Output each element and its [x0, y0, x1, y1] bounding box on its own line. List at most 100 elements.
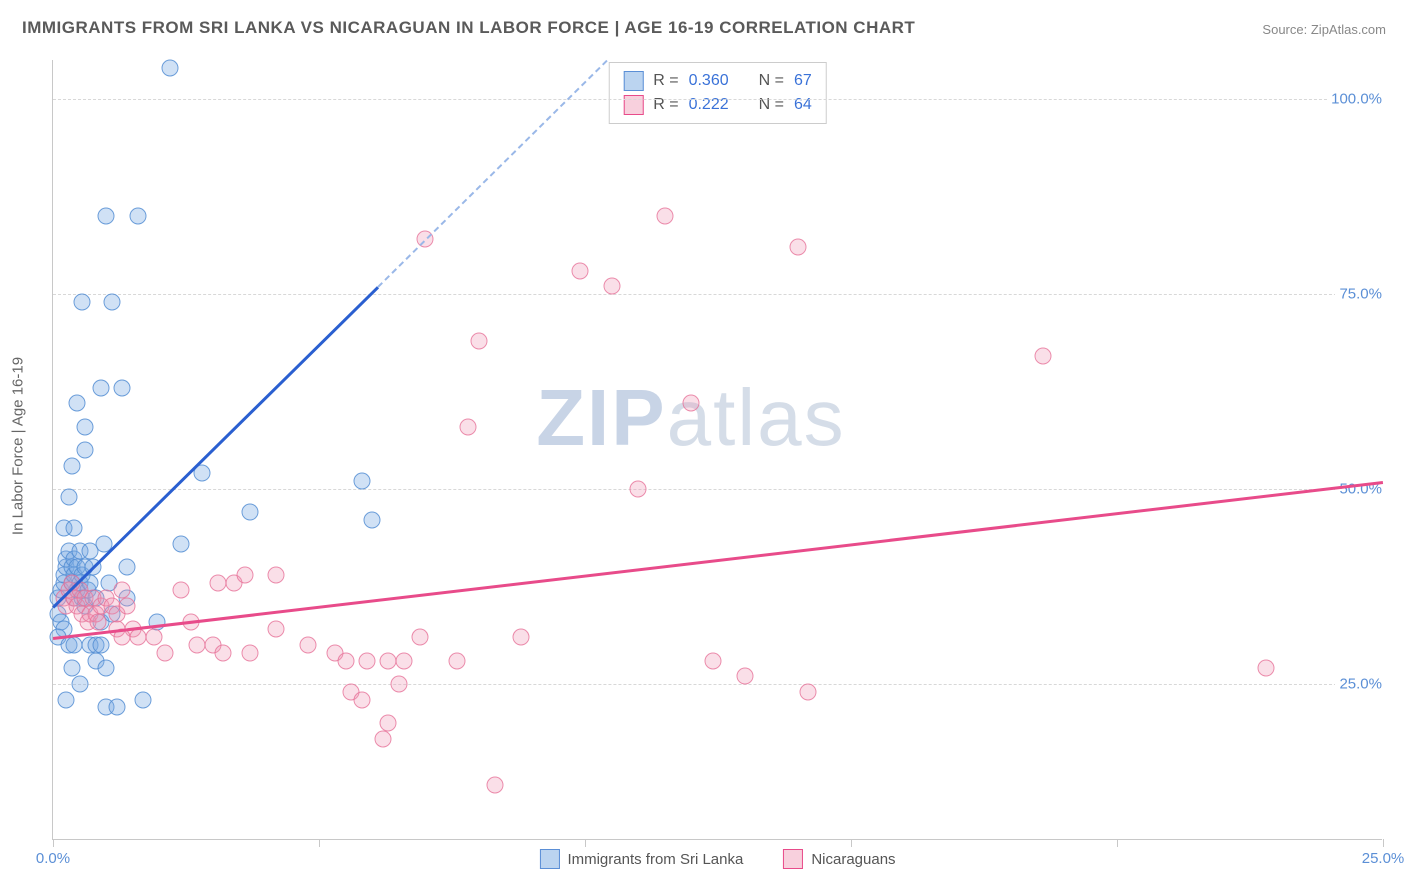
data-point	[236, 566, 253, 583]
legend-label-pink: Nicaraguans	[811, 851, 895, 868]
data-point	[380, 715, 397, 732]
xtick	[319, 839, 320, 847]
n-value-blue: 67	[794, 72, 812, 90]
data-point	[119, 559, 136, 576]
data-point	[98, 208, 115, 225]
data-point	[76, 442, 93, 459]
xtick-label: 0.0%	[36, 850, 70, 867]
data-point	[396, 652, 413, 669]
xtick	[53, 839, 54, 847]
data-point	[114, 582, 131, 599]
data-point	[66, 520, 83, 537]
data-point	[1034, 348, 1051, 365]
data-point	[172, 535, 189, 552]
data-point	[268, 566, 285, 583]
xtick-label: 25.0%	[1362, 850, 1405, 867]
xtick	[585, 839, 586, 847]
data-point	[300, 637, 317, 654]
swatch-blue	[539, 849, 559, 869]
data-point	[630, 481, 647, 498]
data-point	[209, 574, 226, 591]
data-point	[241, 644, 258, 661]
data-point	[1257, 660, 1274, 677]
data-point	[92, 637, 109, 654]
trend-line	[52, 287, 378, 609]
ytick-label: 75.0%	[1335, 286, 1386, 303]
legend-item-pink: Nicaraguans	[783, 849, 895, 869]
data-point	[71, 676, 88, 693]
data-point	[800, 683, 817, 700]
gridline	[53, 294, 1382, 295]
watermark-bold: ZIP	[536, 373, 666, 462]
gridline	[53, 489, 1382, 490]
bottom-legend: Immigrants from Sri Lanka Nicaraguans	[539, 849, 895, 869]
source-name: ZipAtlas.com	[1311, 22, 1386, 37]
xtick	[851, 839, 852, 847]
data-point	[146, 629, 163, 646]
data-point	[135, 691, 152, 708]
ytick-label: 25.0%	[1335, 676, 1386, 693]
data-point	[571, 262, 588, 279]
data-point	[114, 379, 131, 396]
stats-row-blue: R = 0.360 N = 67	[623, 69, 812, 93]
data-point	[66, 637, 83, 654]
data-point	[353, 691, 370, 708]
gridline	[53, 684, 1382, 685]
data-point	[337, 652, 354, 669]
data-point	[789, 239, 806, 256]
stats-legend: R = 0.360 N = 67 R = 0.222 N = 64	[608, 62, 827, 124]
legend-item-blue: Immigrants from Sri Lanka	[539, 849, 743, 869]
plot-area: ZIPatlas R = 0.360 N = 67 R = 0.222 N = …	[52, 60, 1382, 840]
data-point	[92, 379, 109, 396]
trend-line	[377, 60, 607, 288]
data-point	[63, 660, 80, 677]
data-point	[98, 660, 115, 677]
data-point	[60, 488, 77, 505]
y-axis-label: In Labor Force | Age 16-19	[10, 357, 27, 535]
data-point	[449, 652, 466, 669]
source-attribution: Source: ZipAtlas.com	[1262, 22, 1386, 37]
data-point	[486, 777, 503, 794]
data-point	[58, 691, 75, 708]
data-point	[130, 629, 147, 646]
data-point	[603, 278, 620, 295]
chart-title: IMMIGRANTS FROM SRI LANKA VS NICARAGUAN …	[22, 18, 915, 38]
data-point	[380, 652, 397, 669]
data-point	[76, 418, 93, 435]
data-point	[390, 676, 407, 693]
data-point	[374, 730, 391, 747]
ytick-label: 100.0%	[1327, 91, 1386, 108]
r-value-blue: 0.360	[689, 72, 729, 90]
xtick	[1117, 839, 1118, 847]
data-point	[74, 293, 91, 310]
xtick	[1383, 839, 1384, 847]
data-point	[215, 644, 232, 661]
data-point	[188, 637, 205, 654]
data-point	[353, 473, 370, 490]
data-point	[683, 395, 700, 412]
data-point	[412, 629, 429, 646]
data-point	[156, 644, 173, 661]
gridline	[53, 99, 1382, 100]
data-point	[736, 668, 753, 685]
data-point	[513, 629, 530, 646]
data-point	[241, 504, 258, 521]
data-point	[358, 652, 375, 669]
data-point	[162, 59, 179, 76]
data-point	[172, 582, 189, 599]
data-point	[68, 395, 85, 412]
data-point	[656, 208, 673, 225]
data-point	[268, 621, 285, 638]
stats-row-pink: R = 0.222 N = 64	[623, 93, 812, 117]
n-label: N =	[759, 72, 784, 90]
source-label: Source:	[1262, 22, 1307, 37]
swatch-pink	[623, 95, 643, 115]
data-point	[108, 699, 125, 716]
data-point	[63, 457, 80, 474]
watermark-light: atlas	[667, 373, 846, 462]
swatch-blue	[623, 71, 643, 91]
data-point	[90, 613, 107, 630]
r-label: R =	[653, 72, 678, 90]
data-point	[119, 598, 136, 615]
swatch-pink	[783, 849, 803, 869]
